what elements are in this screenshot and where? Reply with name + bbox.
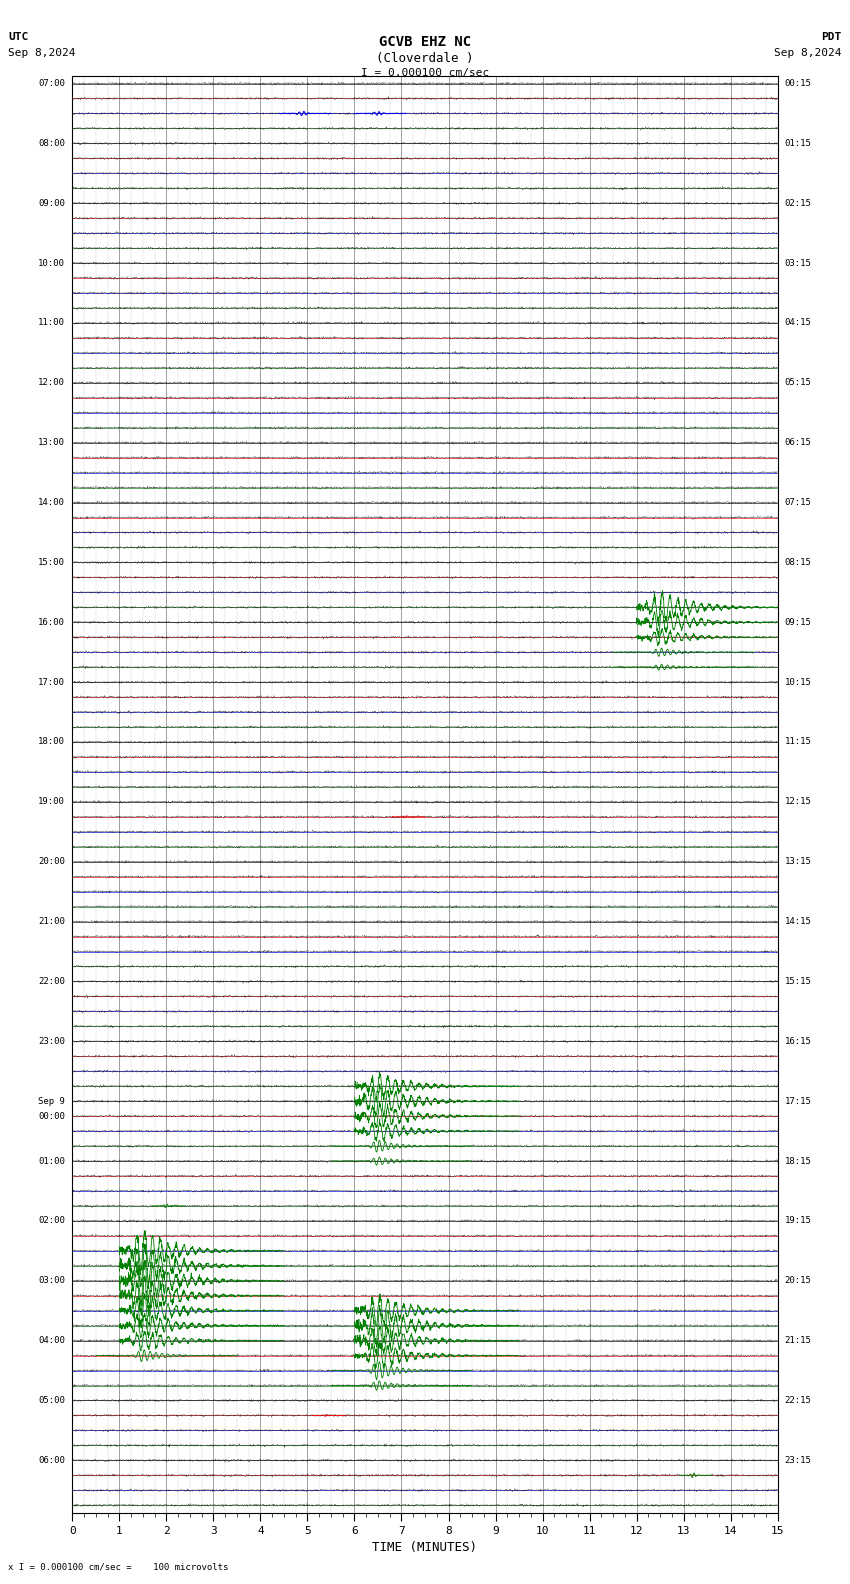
Text: 08:15: 08:15	[785, 558, 812, 567]
Text: PDT: PDT	[821, 32, 842, 41]
Text: 04:00: 04:00	[38, 1337, 65, 1345]
Text: 07:15: 07:15	[785, 497, 812, 507]
Text: (Cloverdale ): (Cloverdale )	[377, 52, 473, 65]
Text: 22:15: 22:15	[785, 1396, 812, 1405]
Text: 19:15: 19:15	[785, 1217, 812, 1226]
Text: 12:00: 12:00	[38, 379, 65, 388]
Text: 16:15: 16:15	[785, 1038, 812, 1045]
Text: 01:00: 01:00	[38, 1156, 65, 1166]
Text: 15:00: 15:00	[38, 558, 65, 567]
Text: 09:15: 09:15	[785, 618, 812, 627]
Text: UTC: UTC	[8, 32, 29, 41]
Text: 15:15: 15:15	[785, 977, 812, 985]
Text: 01:15: 01:15	[785, 139, 812, 147]
Text: 02:00: 02:00	[38, 1217, 65, 1226]
Text: 23:15: 23:15	[785, 1456, 812, 1465]
Text: 17:15: 17:15	[785, 1096, 812, 1106]
Text: 16:00: 16:00	[38, 618, 65, 627]
Text: 22:00: 22:00	[38, 977, 65, 985]
Text: 19:00: 19:00	[38, 797, 65, 806]
Text: 05:00: 05:00	[38, 1396, 65, 1405]
Text: 20:00: 20:00	[38, 857, 65, 866]
Text: 02:15: 02:15	[785, 198, 812, 208]
Text: 08:00: 08:00	[38, 139, 65, 147]
Text: 10:15: 10:15	[785, 678, 812, 686]
Text: 11:00: 11:00	[38, 318, 65, 328]
Text: x I = 0.000100 cm/sec =    100 microvolts: x I = 0.000100 cm/sec = 100 microvolts	[8, 1562, 229, 1571]
Text: 21:15: 21:15	[785, 1337, 812, 1345]
Text: 09:00: 09:00	[38, 198, 65, 208]
Text: 20:15: 20:15	[785, 1277, 812, 1285]
Text: 14:15: 14:15	[785, 917, 812, 927]
Text: 00:00: 00:00	[38, 1112, 65, 1120]
Text: 18:00: 18:00	[38, 738, 65, 746]
Text: 06:00: 06:00	[38, 1456, 65, 1465]
Text: 05:15: 05:15	[785, 379, 812, 388]
Text: Sep 8,2024: Sep 8,2024	[774, 48, 842, 57]
Text: 06:15: 06:15	[785, 439, 812, 447]
X-axis label: TIME (MINUTES): TIME (MINUTES)	[372, 1541, 478, 1554]
Text: 10:00: 10:00	[38, 258, 65, 268]
Text: GCVB EHZ NC: GCVB EHZ NC	[379, 35, 471, 49]
Text: 11:15: 11:15	[785, 738, 812, 746]
Text: I = 0.000100 cm/sec: I = 0.000100 cm/sec	[361, 68, 489, 78]
Text: 23:00: 23:00	[38, 1038, 65, 1045]
Text: 12:15: 12:15	[785, 797, 812, 806]
Text: 07:00: 07:00	[38, 79, 65, 89]
Text: 03:00: 03:00	[38, 1277, 65, 1285]
Text: Sep 8,2024: Sep 8,2024	[8, 48, 76, 57]
Text: 18:15: 18:15	[785, 1156, 812, 1166]
Text: 14:00: 14:00	[38, 497, 65, 507]
Text: Sep 9: Sep 9	[38, 1096, 65, 1106]
Text: 13:15: 13:15	[785, 857, 812, 866]
Text: 13:00: 13:00	[38, 439, 65, 447]
Text: 17:00: 17:00	[38, 678, 65, 686]
Text: 04:15: 04:15	[785, 318, 812, 328]
Text: 03:15: 03:15	[785, 258, 812, 268]
Text: 21:00: 21:00	[38, 917, 65, 927]
Text: 00:15: 00:15	[785, 79, 812, 89]
